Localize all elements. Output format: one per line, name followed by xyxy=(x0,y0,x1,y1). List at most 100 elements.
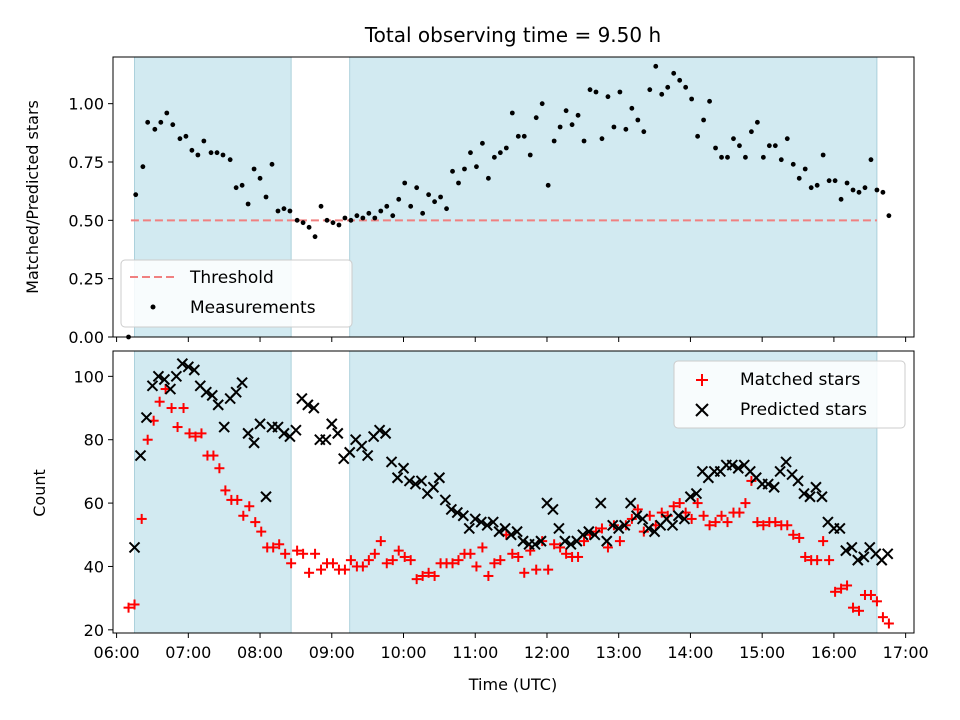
matched-point xyxy=(238,510,249,521)
matched-point xyxy=(734,507,745,518)
matched-point xyxy=(417,570,428,581)
predicted-point xyxy=(881,548,894,560)
predicted-point xyxy=(206,389,218,402)
top-legend-box xyxy=(120,259,353,328)
measurement-point xyxy=(743,154,748,160)
matched-point xyxy=(746,475,757,486)
matched-point xyxy=(142,434,153,445)
measurement-point xyxy=(354,213,360,219)
matched-point xyxy=(465,548,476,559)
matched-point xyxy=(286,558,297,569)
measurement-point xyxy=(390,213,396,219)
predicted-point xyxy=(804,491,816,503)
measurement-point xyxy=(306,224,312,230)
predicted-point xyxy=(636,513,649,525)
predicted-point xyxy=(726,459,738,471)
matched-point xyxy=(668,501,679,512)
predicted-point xyxy=(589,529,601,541)
measurement-point xyxy=(671,70,677,76)
measurement-point xyxy=(521,133,527,139)
top-y-axis-label: Matched/Predicted stars xyxy=(23,100,42,294)
predicted-point xyxy=(517,535,529,547)
predicted-point xyxy=(642,522,655,535)
measurement-point xyxy=(862,185,868,191)
predicted-point xyxy=(846,541,858,554)
matched-point xyxy=(519,567,530,578)
matched-point xyxy=(166,403,177,414)
matched-point xyxy=(129,599,140,610)
predicted-point xyxy=(260,491,272,503)
x-tick-label: 15:00 xyxy=(739,643,785,662)
predicted-point xyxy=(469,513,481,525)
y-tick-label: 20 xyxy=(84,621,104,640)
legend-matched-swatch xyxy=(696,374,708,386)
measurement-point xyxy=(372,215,378,221)
x-axis-label: Time (UTC) xyxy=(468,675,557,694)
matched-point xyxy=(848,602,859,613)
measurement-point xyxy=(587,87,593,93)
predicted-point xyxy=(344,446,356,459)
x-tick-label: 12:00 xyxy=(524,643,570,662)
measurement-point xyxy=(581,138,587,144)
predicted-point xyxy=(236,376,248,389)
measurement-point xyxy=(300,220,306,226)
predicted-point xyxy=(176,357,189,370)
predicted-point xyxy=(553,522,565,535)
measurement-point xyxy=(808,185,814,191)
predicted-point xyxy=(732,462,744,474)
legend-predicted-swatch xyxy=(695,403,709,417)
measurement-point xyxy=(414,185,420,191)
matched-point xyxy=(579,536,590,547)
matched-point xyxy=(471,561,482,572)
matched-point xyxy=(722,517,733,528)
predicted-point xyxy=(547,503,559,516)
predicted-point xyxy=(152,370,165,383)
predicted-point xyxy=(373,424,386,436)
predicted-point xyxy=(690,487,703,500)
x-tick-label: 16:00 xyxy=(811,643,857,662)
measurement-point xyxy=(707,98,712,104)
matched-point xyxy=(710,517,721,528)
matched-point xyxy=(136,513,147,524)
y-tick-label: 0.00 xyxy=(68,328,104,347)
matched-point xyxy=(178,403,189,414)
measurement-point xyxy=(563,108,569,114)
predicted-point xyxy=(505,529,517,541)
predicted-point xyxy=(403,475,416,487)
measurement-point xyxy=(778,157,784,163)
measurement-point xyxy=(802,166,808,172)
x-tick-label: 17:00 xyxy=(883,643,929,662)
measurement-point xyxy=(820,152,826,158)
measurement-point xyxy=(856,189,862,195)
measurement-point xyxy=(677,77,683,83)
measurement-point xyxy=(281,206,287,212)
predicted-point xyxy=(475,516,487,528)
matched-point xyxy=(602,542,613,553)
measurement-point xyxy=(491,154,497,160)
predicted-point xyxy=(248,437,260,449)
matched-point xyxy=(399,551,410,562)
measurement-point xyxy=(539,101,545,107)
measurement-point xyxy=(551,138,557,144)
matched-point xyxy=(483,570,494,581)
predicted-point xyxy=(529,538,541,550)
measurement-point xyxy=(456,180,461,186)
measurement-point xyxy=(485,175,491,181)
matched-point xyxy=(387,555,398,566)
predicted-point xyxy=(840,544,852,557)
measurement-point xyxy=(593,89,599,95)
measurement-point xyxy=(189,147,195,153)
measurement-point xyxy=(201,138,207,144)
matched-point xyxy=(310,548,321,559)
matched-point xyxy=(190,431,201,442)
measurement-point xyxy=(760,154,766,160)
measurement-point xyxy=(269,161,275,167)
y-tick-label: 1.00 xyxy=(68,95,104,114)
measurement-point xyxy=(444,206,449,212)
measurement-point xyxy=(294,217,300,223)
matched-point xyxy=(304,567,315,578)
matched-point xyxy=(154,396,165,407)
matched-point xyxy=(429,570,440,581)
matched-point xyxy=(172,422,183,433)
bottom-panel: 20 40 60 80 100 06:00 07:00 08:00 09:00 10:00 11:… xyxy=(30,350,929,694)
